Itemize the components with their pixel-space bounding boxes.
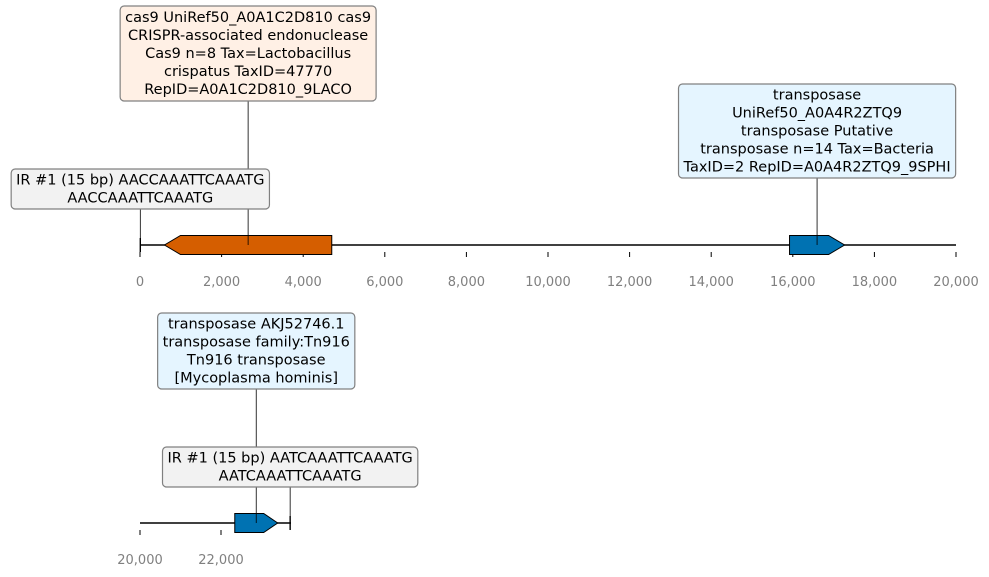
tn916-transposase-annotation: transposase AKJ52746.1 transposase family… (157, 312, 356, 523)
axis-tick-label: 20,000 (933, 275, 979, 290)
annotation-line: AATCAAATTCAAATG (219, 469, 362, 485)
axis-tick-label: 22,000 (198, 553, 244, 568)
annotation-line: AACCAAATTCAAATG (67, 191, 213, 207)
annotation-line: Tn916 transposase (186, 353, 326, 369)
annotation-line: CRISPR-associated endonuclease (128, 28, 368, 44)
inverted-repeat-annotation-2: IR #1 (15 bp) AATCAAATTCAAATG AATCAAATTCA… (161, 446, 419, 516)
annotation-line: cas9 UniRef50_A0A1C2D810 cas9 (125, 10, 371, 26)
axis-tick-label: 4,000 (285, 275, 322, 290)
annotation-line: crispatus TaxID=47770 (164, 64, 332, 80)
annotation-line: RepID=A0A1C2D810_9LACO (144, 82, 352, 98)
annotation-box (119, 5, 377, 102)
axis-tick-label: 0 (136, 275, 144, 290)
annotation-line: transposase family:Tn916 (163, 335, 350, 351)
annotation-line: transposase AKJ52746.1 (168, 317, 345, 333)
annotation-box (161, 446, 419, 488)
annotation-line: TaxID=2 RepID=A0A4R2ZTQ9_9SPHI (683, 160, 951, 176)
annotation-line: IR #1 (15 bp) AATCAAATTCAAATG (168, 451, 413, 467)
annotation-line: [Mycoplasma hominis] (174, 371, 338, 387)
axis-tick-label: 10,000 (525, 275, 571, 290)
transposase-annotation: transposase UniRef50_A0A4R2ZTQ9 transposas… (677, 83, 957, 245)
axis-tick-label: 14,000 (688, 275, 734, 290)
track-1: 0 2,000 4,000 6,000 8,000 10,000 12,000 14,000 1… (10, 5, 979, 290)
annotation-line: transposase (773, 88, 861, 104)
annotation-box (10, 168, 271, 210)
inverted-repeat-annotation: IR #1 (15 bp) AACCAAATTCAAATG AACCAAATTCA… (10, 168, 271, 238)
axis-tick-label: 8,000 (448, 275, 485, 290)
annotation-box (677, 83, 957, 179)
axis-tick-label: 16,000 (770, 275, 816, 290)
annotation-line: Cas9 n=8 Tax=Lactobacillus (145, 46, 351, 62)
axis-tick-label: 18,000 (852, 275, 898, 290)
cas9-annotation: cas9 UniRef50_A0A1C2D810 cas9 CRISPR-asso… (119, 5, 377, 245)
axis-tick-label: 20,000 (117, 553, 163, 568)
axis-tick-label: 2,000 (203, 275, 240, 290)
axis-tick-label: 12,000 (607, 275, 653, 290)
annotation-line: transposase n=14 Tax=Bacteria (700, 142, 934, 158)
annotation-line: IR #1 (15 bp) AACCAAATTCAAATG (16, 173, 264, 189)
annotation-box (157, 312, 356, 390)
annotation-line: transposase Putative (741, 124, 893, 140)
axis-tick-label: 6,000 (366, 275, 403, 290)
annotation-line: UniRef50_A0A4R2ZTQ9 (732, 106, 902, 122)
